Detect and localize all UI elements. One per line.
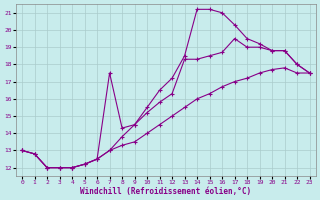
X-axis label: Windchill (Refroidissement éolien,°C): Windchill (Refroidissement éolien,°C) — [80, 187, 252, 196]
